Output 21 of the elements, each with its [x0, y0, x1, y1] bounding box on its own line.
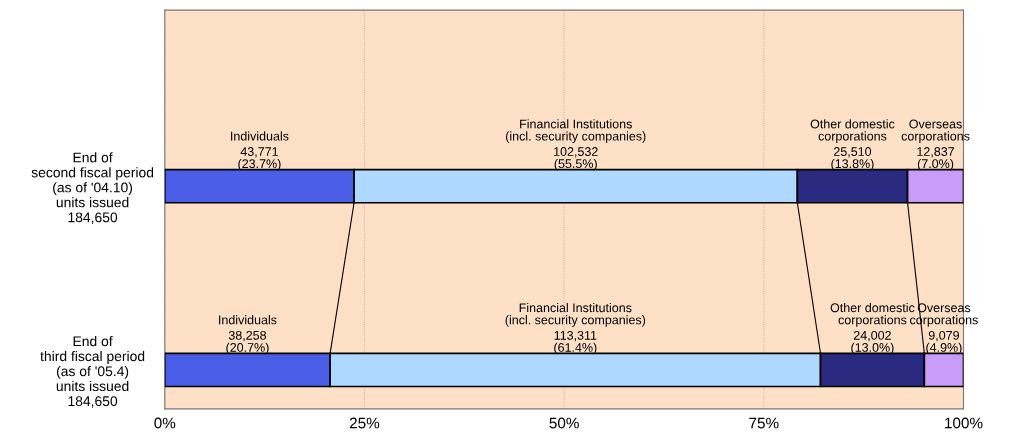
x-tick-label: 50% [549, 417, 579, 429]
text: Financial Institutions (incl. security companies) [505, 119, 646, 143]
x-tick-label: 100% [945, 417, 983, 429]
data-label: 12,837 (7.0%) [917, 147, 955, 171]
y-tick-label: End of second fiscal period (as of '04.10) units issued 184,650 [31, 152, 154, 224]
data-label: 24,002 (13.0%) [851, 330, 894, 355]
data-label: 43,771 (23.7%) [238, 147, 281, 171]
text: Individuals [231, 131, 289, 141]
data-label: 113,311 (61.4%) [554, 330, 597, 355]
x-tick-label: 0% [154, 417, 176, 429]
text: Individuals [219, 315, 277, 325]
y-tick-label: End of third fiscal period (as of '05.4) units issued 184,650 [40, 336, 145, 408]
text: Other domestic corporations [810, 119, 895, 143]
text: Financial Institutions (incl. security companies) [505, 303, 646, 327]
data-label: 25,510 (13.8%) [831, 147, 874, 171]
data-label: 9,079 (4.9%) [926, 330, 962, 355]
x-tick-label: 25% [349, 417, 380, 429]
x-tick-label: 75% [749, 417, 779, 429]
text: Overseas corporations [901, 119, 970, 143]
data-label: 38,258 (20.7%) [226, 330, 269, 355]
data-label: 102,532 (55.5%) [554, 147, 598, 171]
